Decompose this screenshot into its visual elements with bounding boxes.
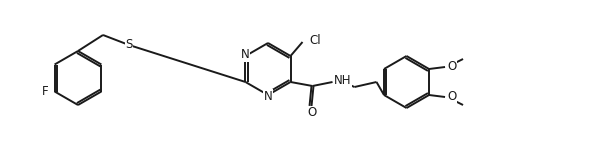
Text: N: N xyxy=(241,49,250,61)
Text: NH: NH xyxy=(334,73,351,86)
Text: O: O xyxy=(447,61,456,73)
Text: S: S xyxy=(125,39,133,52)
Text: F: F xyxy=(43,85,49,98)
Text: O: O xyxy=(447,91,456,103)
Text: N: N xyxy=(263,89,272,103)
Text: Cl: Cl xyxy=(310,34,321,48)
Text: O: O xyxy=(307,106,316,119)
